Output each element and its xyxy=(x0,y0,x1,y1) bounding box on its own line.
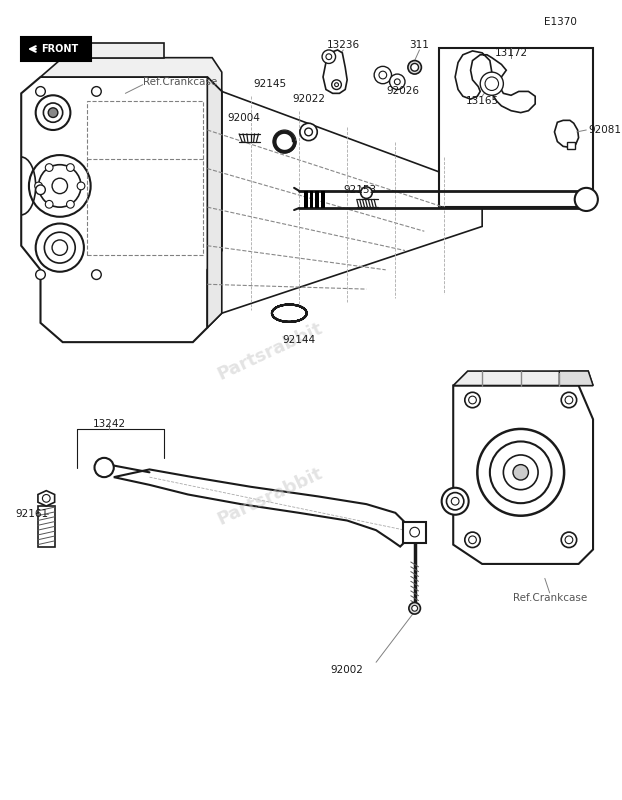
Circle shape xyxy=(300,123,317,141)
Circle shape xyxy=(565,536,573,544)
Text: 13236: 13236 xyxy=(327,40,360,50)
Circle shape xyxy=(452,498,459,505)
Text: 92004: 92004 xyxy=(228,114,261,123)
Text: 13172: 13172 xyxy=(494,48,527,58)
Bar xyxy=(87,101,203,255)
Bar xyxy=(310,190,313,208)
Circle shape xyxy=(412,606,417,611)
Circle shape xyxy=(35,270,45,279)
Circle shape xyxy=(42,494,50,502)
Polygon shape xyxy=(82,43,164,58)
Circle shape xyxy=(77,182,85,190)
Text: 13165: 13165 xyxy=(466,96,499,106)
Text: 92002: 92002 xyxy=(331,665,364,675)
Text: 92144: 92144 xyxy=(282,335,315,346)
Circle shape xyxy=(29,155,91,217)
Text: 92161: 92161 xyxy=(16,509,49,518)
Polygon shape xyxy=(207,77,222,328)
Circle shape xyxy=(503,455,538,490)
Circle shape xyxy=(332,80,341,90)
Circle shape xyxy=(490,442,552,503)
Circle shape xyxy=(465,532,480,547)
Text: 311: 311 xyxy=(409,40,429,50)
Text: Ref.Crankcase: Ref.Crankcase xyxy=(142,77,217,86)
Circle shape xyxy=(410,527,419,537)
Polygon shape xyxy=(323,50,347,94)
Circle shape xyxy=(389,74,405,90)
Bar xyxy=(315,190,319,208)
Polygon shape xyxy=(38,490,55,506)
Circle shape xyxy=(575,188,598,211)
Circle shape xyxy=(35,185,45,194)
Circle shape xyxy=(513,465,529,480)
Circle shape xyxy=(44,232,75,263)
Text: 92026: 92026 xyxy=(387,86,420,97)
Circle shape xyxy=(411,63,419,71)
Circle shape xyxy=(485,77,499,90)
Polygon shape xyxy=(453,386,593,564)
Circle shape xyxy=(45,201,53,208)
Text: E1370: E1370 xyxy=(544,17,577,27)
Circle shape xyxy=(442,488,468,514)
Bar xyxy=(321,190,325,208)
Text: 92153: 92153 xyxy=(343,185,376,194)
Circle shape xyxy=(394,79,400,85)
Circle shape xyxy=(305,128,312,136)
Circle shape xyxy=(52,178,68,194)
Polygon shape xyxy=(21,77,222,342)
Circle shape xyxy=(468,536,476,544)
Circle shape xyxy=(468,396,476,404)
Circle shape xyxy=(408,61,421,74)
Text: FRONT: FRONT xyxy=(41,44,78,54)
Circle shape xyxy=(91,270,101,279)
Bar xyxy=(403,522,426,542)
Polygon shape xyxy=(455,51,535,113)
Bar xyxy=(21,38,91,61)
Circle shape xyxy=(477,429,564,516)
Circle shape xyxy=(361,187,372,198)
Circle shape xyxy=(49,108,58,118)
Circle shape xyxy=(379,71,387,79)
Bar xyxy=(439,48,593,207)
Circle shape xyxy=(67,164,74,171)
Circle shape xyxy=(35,86,45,96)
Bar xyxy=(304,190,308,208)
Circle shape xyxy=(561,532,577,547)
Circle shape xyxy=(322,50,336,63)
Circle shape xyxy=(35,95,70,130)
Circle shape xyxy=(95,458,114,477)
Bar xyxy=(37,506,55,546)
Circle shape xyxy=(39,165,81,207)
Text: Partsrabbit: Partsrabbit xyxy=(215,464,325,529)
Text: 13242: 13242 xyxy=(93,419,126,429)
Polygon shape xyxy=(207,77,482,328)
Circle shape xyxy=(45,164,53,171)
Circle shape xyxy=(409,602,420,614)
Circle shape xyxy=(335,82,338,86)
Text: 92022: 92022 xyxy=(292,94,325,104)
Polygon shape xyxy=(554,120,578,147)
Circle shape xyxy=(326,54,332,60)
Circle shape xyxy=(480,72,503,95)
Text: 92145: 92145 xyxy=(253,78,287,89)
Circle shape xyxy=(374,66,391,84)
Polygon shape xyxy=(559,371,593,386)
Polygon shape xyxy=(40,58,222,91)
Circle shape xyxy=(561,392,577,408)
Circle shape xyxy=(67,201,74,208)
Polygon shape xyxy=(453,371,593,386)
Text: Partsrabbit: Partsrabbit xyxy=(215,319,325,384)
Circle shape xyxy=(447,493,464,510)
Bar xyxy=(567,142,575,150)
Polygon shape xyxy=(114,470,407,546)
Text: 92081: 92081 xyxy=(588,125,621,135)
Circle shape xyxy=(44,103,63,122)
Circle shape xyxy=(35,223,84,272)
Circle shape xyxy=(91,86,101,96)
Circle shape xyxy=(52,240,68,255)
Circle shape xyxy=(465,392,480,408)
Circle shape xyxy=(565,396,573,404)
Text: Ref.Crankcase: Ref.Crankcase xyxy=(513,593,587,602)
Circle shape xyxy=(35,182,42,190)
